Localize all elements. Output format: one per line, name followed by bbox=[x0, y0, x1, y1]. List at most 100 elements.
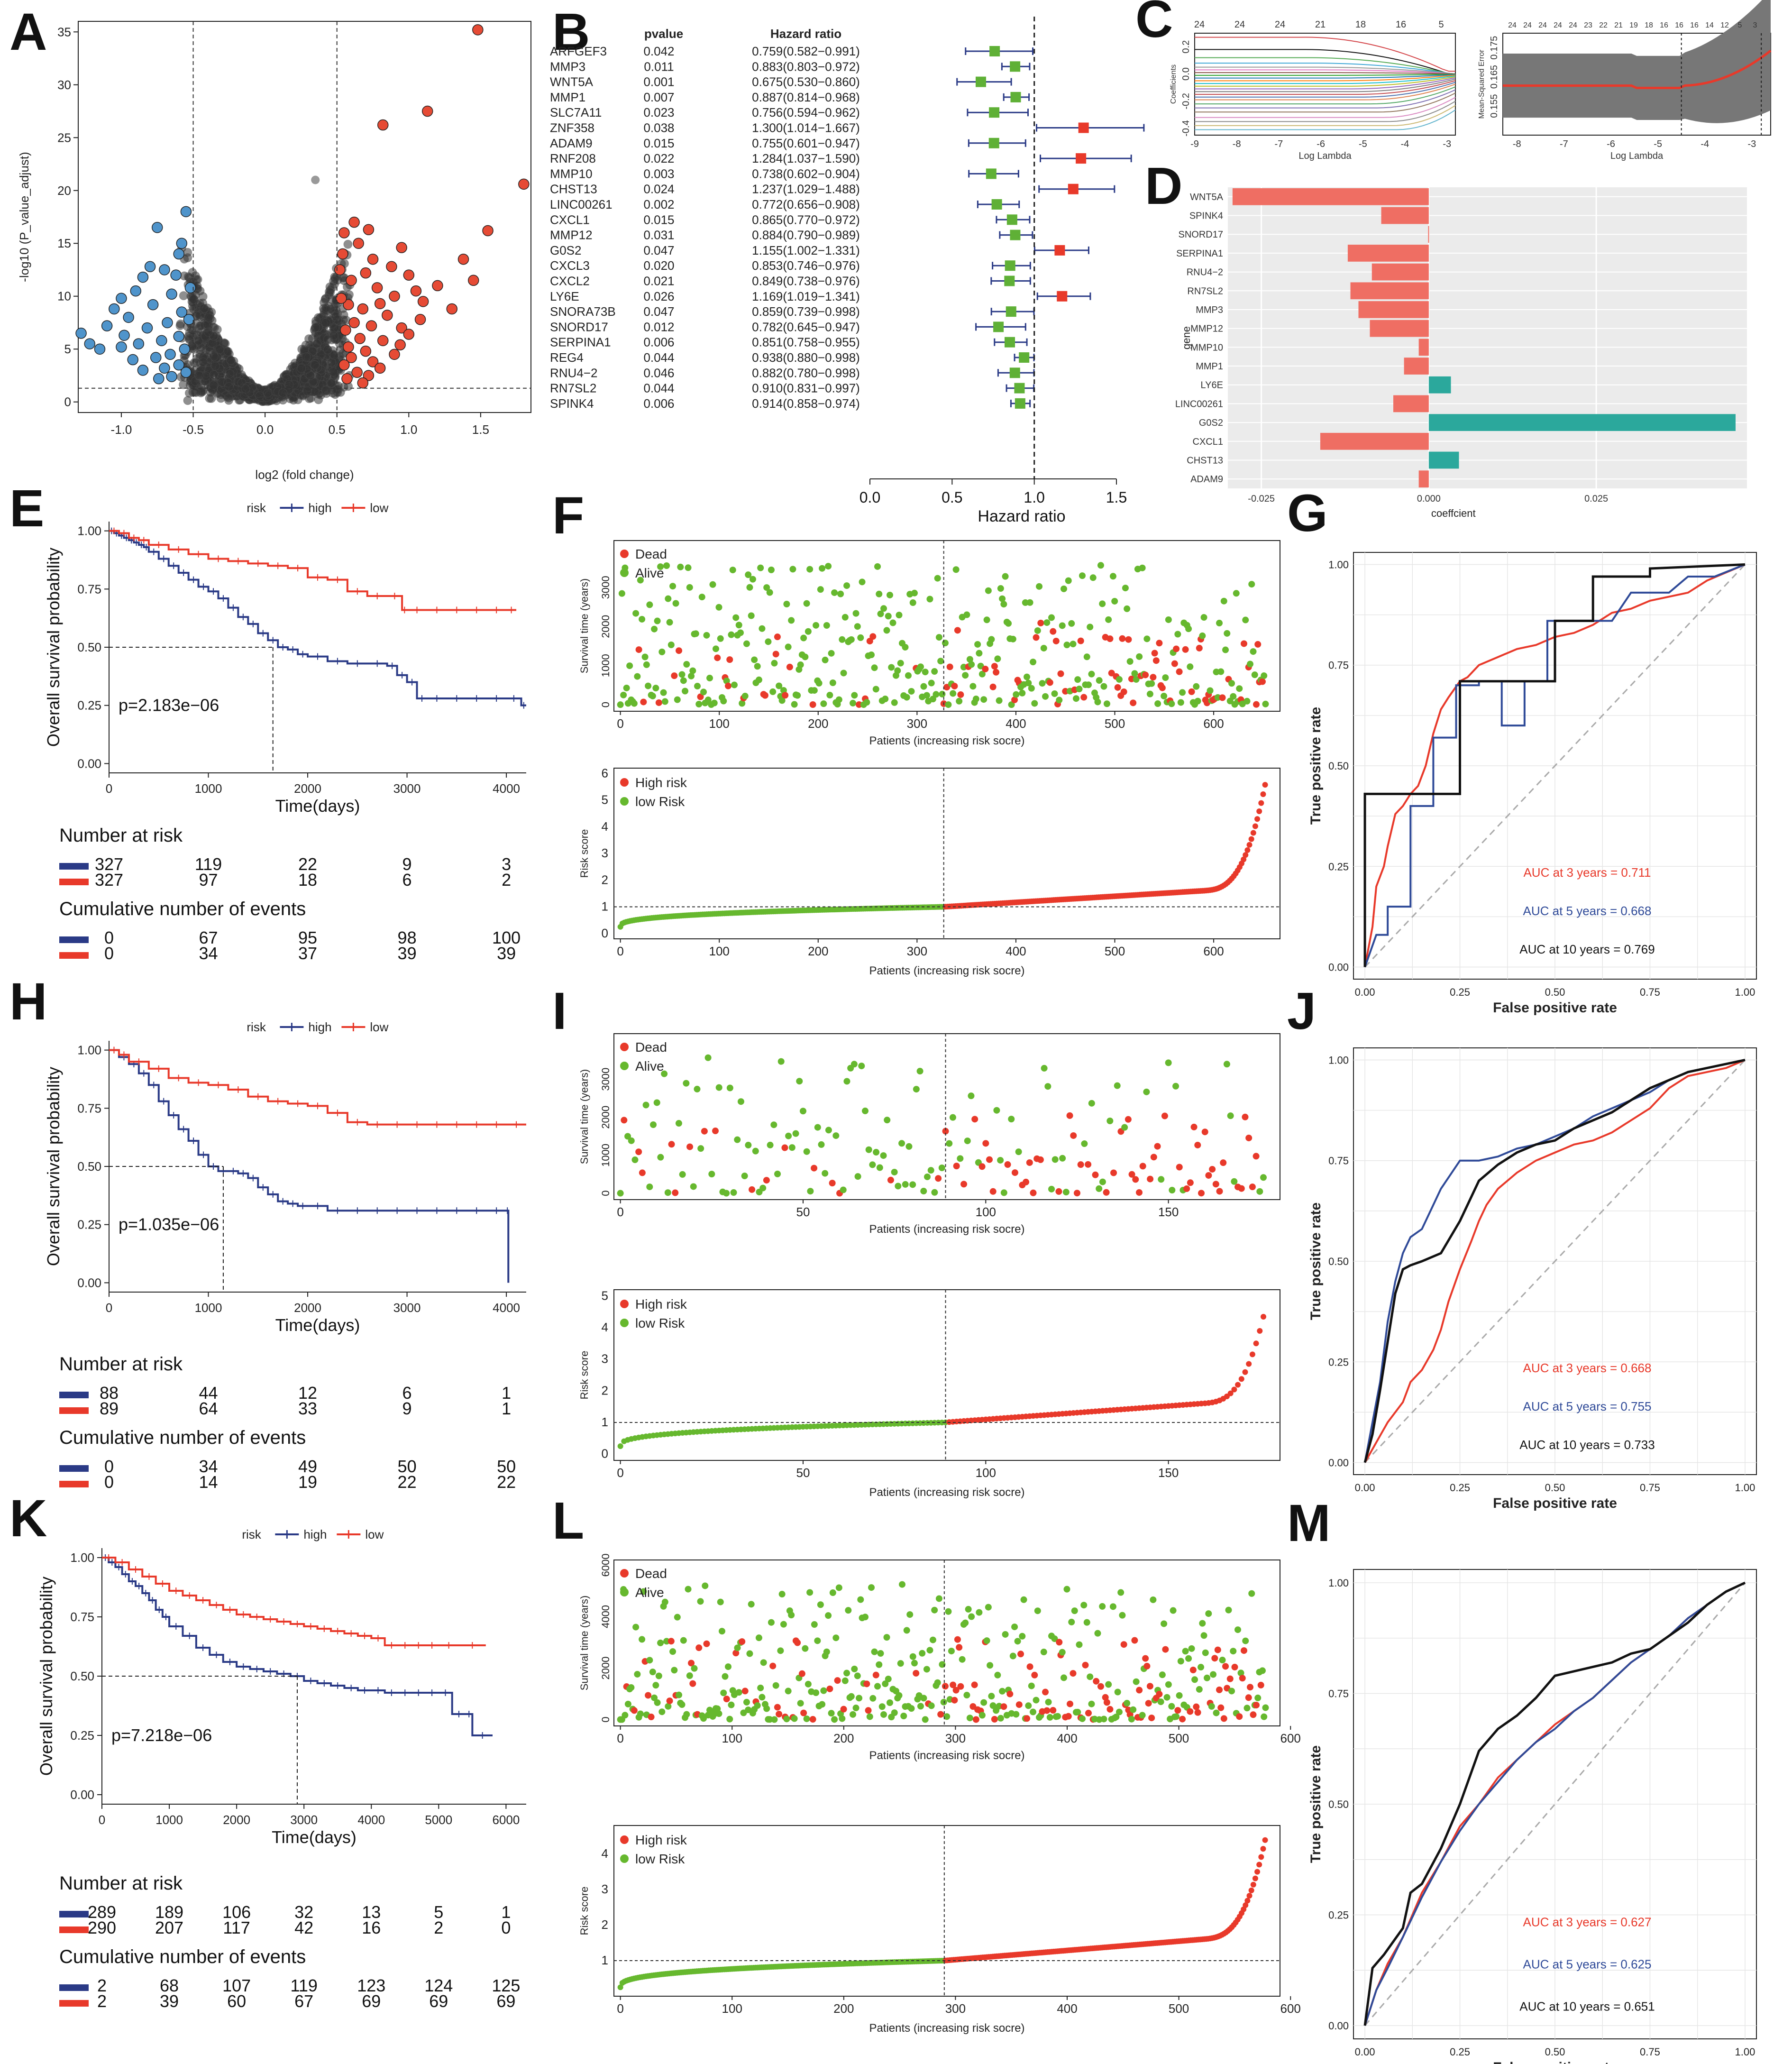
legend-label-low: low bbox=[370, 1020, 388, 1034]
coef-bar bbox=[1371, 263, 1429, 281]
alive-patient-point bbox=[978, 670, 986, 678]
forest-gene-label: RNF208 bbox=[550, 151, 596, 165]
volcano-point-nonsig bbox=[210, 361, 220, 371]
y-tick-label: 0.75 bbox=[77, 582, 101, 596]
dead-patient-point bbox=[1011, 1169, 1018, 1176]
volcano-point-up bbox=[374, 362, 386, 374]
alive-patient-point bbox=[728, 1701, 735, 1708]
dead-patient-point bbox=[1131, 1637, 1138, 1644]
alive-patient-point bbox=[1013, 1711, 1020, 1718]
top-tick-label: 14 bbox=[1705, 21, 1714, 29]
legend-label-high: High risk bbox=[635, 1297, 687, 1312]
forest-hr-marker bbox=[1057, 291, 1068, 302]
dead-patient-point bbox=[1125, 636, 1132, 643]
logrank-pvalue: p=7.218e−06 bbox=[111, 1725, 212, 1745]
alive-patient-point bbox=[1242, 616, 1249, 624]
dead-patient-point bbox=[726, 656, 733, 663]
alive-patient-point bbox=[741, 1173, 748, 1180]
top-tick-label: 19 bbox=[1629, 21, 1638, 29]
high-risk-point bbox=[1246, 1893, 1253, 1899]
events-count-low: 34 bbox=[199, 944, 218, 963]
forest-gene-label: CXCL3 bbox=[550, 258, 590, 273]
events-count-low: 69 bbox=[362, 1991, 381, 2011]
x-tick-label: 0 bbox=[617, 1731, 623, 1745]
alive-patient-point bbox=[737, 629, 744, 636]
x-tick-label: 2000 bbox=[294, 781, 321, 796]
alive-patient-point bbox=[949, 1114, 956, 1121]
volcano-point-up bbox=[357, 303, 369, 315]
y-tick-label: 0 bbox=[600, 702, 612, 707]
high-risk-point bbox=[1244, 1898, 1251, 1904]
alive-patient-point bbox=[1062, 1189, 1070, 1196]
gene-label: MMP12 bbox=[1190, 324, 1223, 334]
dead-patient-point bbox=[1241, 1647, 1248, 1654]
alive-patient-point bbox=[785, 1132, 792, 1139]
volcano-point-nonsig bbox=[321, 318, 330, 328]
top-tick-label: 21 bbox=[1315, 19, 1326, 30]
alive-patient-point bbox=[745, 571, 752, 578]
alive-patient-point bbox=[820, 1687, 827, 1694]
dead-patient-point bbox=[1006, 1690, 1014, 1697]
x-axis-title: log2 (fold change) bbox=[255, 468, 354, 482]
y-tick-label: 3000 bbox=[600, 576, 612, 599]
alive-patient-point bbox=[1014, 1638, 1021, 1645]
dead-patient-point bbox=[1114, 684, 1121, 691]
coef-bar bbox=[1393, 395, 1429, 413]
y-tick-label: 1 bbox=[602, 1953, 608, 1967]
forest-pvalue: 0.020 bbox=[643, 258, 674, 273]
alive-patient-point bbox=[803, 600, 810, 607]
alive-patient-point bbox=[887, 1699, 894, 1706]
top-tick-label: 18 bbox=[1645, 21, 1653, 29]
events-count-low: 37 bbox=[298, 944, 317, 963]
alive-patient-point bbox=[831, 1716, 838, 1723]
volcano-point-down bbox=[173, 359, 184, 371]
events-count-high: 49 bbox=[298, 1457, 317, 1476]
dead-patient-point bbox=[1132, 1176, 1139, 1183]
alive-patient-point bbox=[666, 619, 673, 626]
forest-hr-text: 0.853(0.746−0.976) bbox=[752, 258, 860, 273]
alive-patient-point bbox=[1223, 1061, 1230, 1068]
x-tick-label: 200 bbox=[808, 716, 828, 731]
events-table-title: Cumulative number of events bbox=[59, 899, 306, 919]
alive-patient-point bbox=[1150, 1596, 1157, 1603]
alive-patient-point bbox=[655, 1672, 662, 1679]
x-tick-label: 0.75 bbox=[1640, 2046, 1660, 2058]
alive-patient-point bbox=[880, 605, 887, 612]
alive-patient-point bbox=[877, 1650, 884, 1657]
alive-patient-point bbox=[820, 700, 827, 707]
alive-patient-point bbox=[966, 1715, 973, 1722]
high-risk-point bbox=[1238, 1376, 1244, 1382]
dead-patient-point bbox=[1120, 688, 1127, 695]
volcano-point-down bbox=[144, 261, 156, 273]
y-tick-label: 2000 bbox=[600, 1106, 612, 1129]
volcano-point-up bbox=[446, 303, 458, 315]
x-tick-label: 100 bbox=[722, 1731, 742, 1745]
pvalue-header: pvalue bbox=[644, 27, 683, 41]
alive-patient-point bbox=[919, 1650, 926, 1657]
alive-patient-point bbox=[1011, 1624, 1018, 1631]
alive-patient-point bbox=[929, 696, 936, 703]
legend-label-dead: Dead bbox=[635, 1566, 667, 1581]
volcano-point-down bbox=[162, 317, 173, 329]
volcano-point-up bbox=[389, 290, 400, 302]
panel-letter-f: F bbox=[552, 486, 584, 545]
alive-patient-point bbox=[917, 1703, 924, 1710]
y-tick-label: 3000 bbox=[600, 1068, 612, 1091]
volcano-point-nonsig bbox=[215, 345, 224, 354]
dead-patient-point bbox=[1011, 697, 1018, 704]
dead-patient-point bbox=[1246, 1684, 1253, 1691]
alive-patient-point bbox=[1157, 1698, 1164, 1706]
volcano-point-nonsig bbox=[343, 239, 353, 249]
risk-count-high: 1 bbox=[502, 1383, 511, 1403]
alive-patient-point bbox=[1040, 1649, 1047, 1656]
alive-patient-point bbox=[895, 1183, 902, 1190]
forest-pvalue: 0.007 bbox=[643, 90, 674, 104]
alive-patient-point bbox=[1199, 1620, 1206, 1627]
volcano-point-down bbox=[137, 365, 149, 376]
dead-patient-point bbox=[1110, 1169, 1117, 1176]
alive-patient-point bbox=[959, 1656, 966, 1663]
alive-patient-point bbox=[717, 635, 724, 642]
alive-patient-point bbox=[1099, 1603, 1106, 1610]
alive-patient-point bbox=[962, 1619, 969, 1626]
alive-patient-point bbox=[1019, 1633, 1026, 1640]
